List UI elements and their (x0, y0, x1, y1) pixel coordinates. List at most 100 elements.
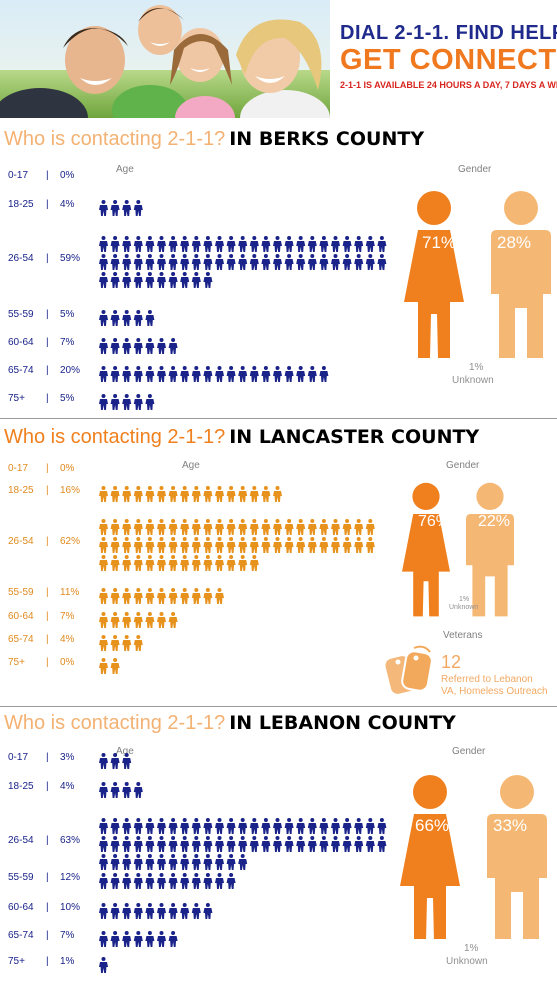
person-icon (284, 254, 294, 270)
person-icon (273, 486, 282, 502)
section-divider (0, 418, 557, 419)
person-icon-row (99, 394, 155, 410)
person-icon (377, 818, 387, 834)
age-row: 18-25 | 4% (0, 781, 400, 795)
age-row: 75+ | 1% (0, 956, 400, 970)
person-icon (157, 537, 166, 553)
person-icon (110, 366, 120, 382)
person-icon (215, 537, 224, 553)
person-icon (226, 818, 236, 834)
person-icon (110, 338, 120, 354)
person-icon (99, 236, 108, 252)
person-icon (238, 486, 248, 502)
section-title: Who is contacting 2-1-1? IN LANCASTER COU… (4, 426, 479, 449)
person-icon (215, 254, 224, 270)
person-icon (261, 236, 271, 252)
age-separator: | (46, 634, 49, 645)
gender-figures (404, 191, 551, 358)
person-icon (168, 272, 178, 288)
person-icon (354, 537, 364, 553)
person-icon (191, 873, 201, 889)
age-label: 75+ (8, 657, 25, 668)
person-icon (238, 236, 248, 252)
person-icon (133, 519, 143, 535)
person-icon (238, 818, 248, 834)
person-icon (215, 818, 224, 834)
person-icon (145, 366, 155, 382)
person-icon (168, 486, 178, 502)
age-separator: | (46, 956, 49, 967)
person-icon (319, 236, 329, 252)
person-icon (99, 753, 108, 769)
age-row: 0-17 | 0% (0, 170, 400, 184)
person-icon (157, 236, 166, 252)
person-icon (133, 236, 143, 252)
person-icon (273, 366, 282, 382)
age-percent: 7% (60, 337, 75, 348)
age-separator: | (46, 170, 49, 181)
person-icon (191, 519, 201, 535)
person-icon-row (99, 873, 236, 889)
age-separator: | (46, 752, 49, 763)
male-figure-icon (466, 482, 514, 617)
person-icon-row (99, 957, 108, 973)
person-icon (249, 555, 259, 571)
person-icon (157, 854, 166, 870)
person-icon (110, 236, 120, 252)
age-percent: 0% (60, 463, 75, 474)
person-icon (284, 236, 294, 252)
person-icon (133, 310, 143, 326)
section-county: IN LANCASTER COUNTY (229, 426, 480, 448)
age-row: 60-64 | 10% (0, 902, 400, 916)
person-icon (342, 836, 352, 852)
age-row: 55-59 | 11% (0, 587, 400, 601)
person-icon-row (99, 782, 143, 798)
age-percent: 5% (60, 393, 75, 404)
person-icon (284, 818, 294, 834)
person-icon (203, 519, 213, 535)
person-icon (249, 254, 259, 270)
person-icon (122, 486, 132, 502)
person-icon (238, 854, 248, 870)
person-icon (157, 272, 166, 288)
age-percent: 59% (60, 253, 81, 264)
person-icon (180, 854, 190, 870)
female-percent: 71% (422, 233, 457, 252)
person-icon (226, 854, 236, 870)
person-icon (354, 254, 364, 270)
person-icon (110, 873, 120, 889)
age-percent: 3% (60, 752, 75, 763)
person-icon (122, 236, 132, 252)
person-icon (157, 931, 166, 947)
person-icon (99, 588, 108, 604)
person-icon (180, 537, 190, 553)
age-separator: | (46, 199, 49, 210)
age-separator: | (46, 587, 49, 598)
person-icon (99, 338, 108, 354)
person-icon (273, 537, 282, 553)
person-icon (191, 272, 201, 288)
person-icon (342, 818, 352, 834)
age-percent: 11% (60, 587, 80, 598)
person-icon (168, 338, 178, 354)
age-row: 26-54 | 62% (0, 536, 400, 550)
person-icon (157, 873, 166, 889)
age-label: 55-59 (8, 587, 34, 598)
age-label: 18-25 (8, 485, 34, 496)
age-separator: | (46, 536, 49, 547)
age-percent: 62% (60, 536, 81, 547)
person-icon (238, 555, 248, 571)
unknown-percent: 1% (464, 943, 479, 954)
person-icon (99, 394, 108, 410)
person-icon (133, 394, 143, 410)
person-icon (203, 254, 213, 270)
person-icon (203, 537, 213, 553)
person-icon-row (99, 310, 155, 326)
person-icon (273, 236, 282, 252)
gender-figures (400, 775, 547, 939)
age-percent: 7% (60, 930, 75, 941)
age-separator: | (46, 657, 49, 668)
person-icon-row (99, 200, 143, 216)
person-icon (133, 612, 143, 628)
person-icon (122, 836, 132, 852)
